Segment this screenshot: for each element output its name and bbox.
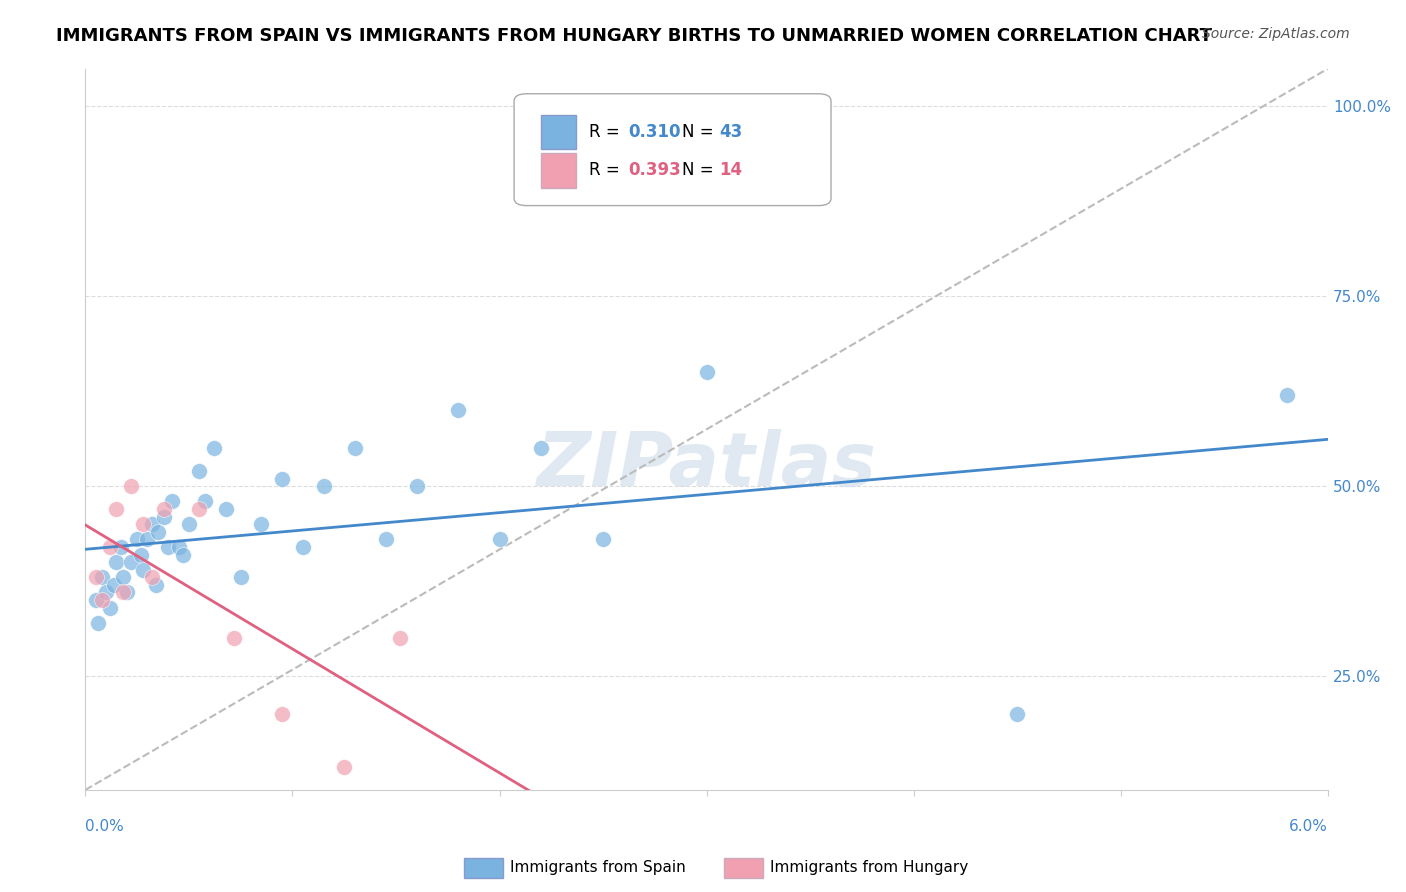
Point [125,533,148,547]
Point [172,548,194,562]
Point [153,509,176,524]
Text: N =: N = [682,161,718,179]
Point [87,615,110,630]
Point [132,517,155,532]
Point [141,570,163,584]
Point [146,524,169,539]
Point [250,517,273,532]
Point [98,600,121,615]
Point [90,593,112,607]
Point [202,441,225,455]
Point [312,479,335,493]
Point [592,533,614,547]
Point [110,540,132,554]
Point [84,593,107,607]
Point [271,706,294,721]
Text: R =: R = [589,161,624,179]
Point [447,403,470,417]
Text: 0.310: 0.310 [628,123,681,141]
Point [188,502,211,516]
Point [488,533,510,547]
Point [94,585,117,599]
Text: R =: R = [589,123,624,141]
Point [105,555,128,569]
Text: 14: 14 [718,161,742,179]
Point [132,563,155,577]
Point [111,570,134,584]
Point [177,517,200,532]
Text: IMMIGRANTS FROM SPAIN VS IMMIGRANTS FROM HUNGARY BIRTHS TO UNMARRIED WOMEN CORRE: IMMIGRANTS FROM SPAIN VS IMMIGRANTS FROM… [56,27,1212,45]
Point [90,570,112,584]
Point [271,472,294,486]
Point [194,494,217,508]
Point [157,540,180,554]
Text: 6.0%: 6.0% [1289,819,1329,834]
Point [374,533,396,547]
Text: 43: 43 [718,123,742,141]
Point [229,570,252,584]
Point [167,540,190,554]
Point [389,631,412,645]
Point [111,585,134,599]
Point [98,540,121,554]
Text: N =: N = [682,123,718,141]
FancyBboxPatch shape [541,153,576,187]
Point [120,479,142,493]
Point [103,578,125,592]
Text: 0.393: 0.393 [628,161,681,179]
Point [120,555,142,569]
Text: ZIPatlas: ZIPatlas [537,429,877,502]
Point [696,365,718,379]
Point [188,464,211,478]
Point [141,517,163,532]
Text: Source: ZipAtlas.com: Source: ZipAtlas.com [1202,27,1350,41]
Point [291,540,314,554]
Point [530,441,553,455]
Point [153,502,176,516]
Text: Immigrants from Spain: Immigrants from Spain [510,861,686,875]
Text: Immigrants from Hungary: Immigrants from Hungary [770,861,969,875]
FancyBboxPatch shape [515,94,831,205]
Point [145,578,167,592]
Point [215,502,238,516]
Point [1007,706,1029,721]
Point [162,494,184,508]
Point [115,585,138,599]
Point [129,548,152,562]
Point [405,479,427,493]
Point [1275,388,1298,402]
Point [136,533,159,547]
Point [333,760,356,774]
Text: 0.0%: 0.0% [86,819,124,834]
Point [105,502,128,516]
Point [343,441,366,455]
Point [84,570,107,584]
Point [224,631,246,645]
FancyBboxPatch shape [541,115,576,149]
